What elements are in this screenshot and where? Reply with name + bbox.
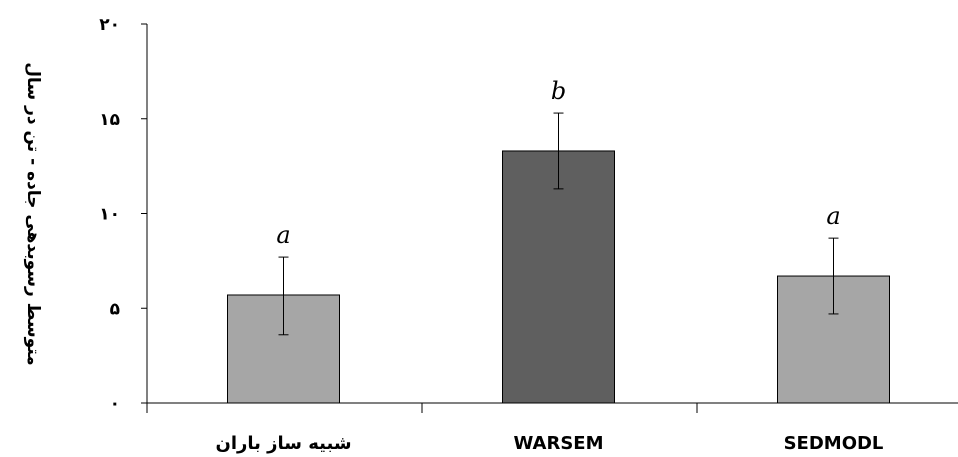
x-category-label: SEDMODL <box>784 433 884 454</box>
y-tick-label: ۱۰ <box>99 205 120 225</box>
bar <box>502 150 615 404</box>
x-category-label: WARSEM <box>513 433 603 454</box>
y-tick-label: ۰ <box>110 394 120 414</box>
significance-label: a <box>826 202 840 230</box>
y-tick-label: ۵ <box>110 299 120 319</box>
y-tick-label: ۱۵ <box>99 110 120 130</box>
y-axis-label: متوسط رسوبدهی جاده - تن در سال <box>23 62 43 365</box>
significance-label: a <box>276 221 290 249</box>
x-category-label: شبیه ساز باران <box>215 433 351 454</box>
error-bars-group <box>278 112 839 336</box>
bar <box>777 275 890 404</box>
y-tick-label: ۲۰ <box>99 15 120 35</box>
labels-group: ۰ ۵ ۱۰ ۱۵ ۲۰ a شبیه ساز باران b WARSEM a SEDMODL <box>99 15 883 454</box>
significance-label: b <box>551 77 566 105</box>
